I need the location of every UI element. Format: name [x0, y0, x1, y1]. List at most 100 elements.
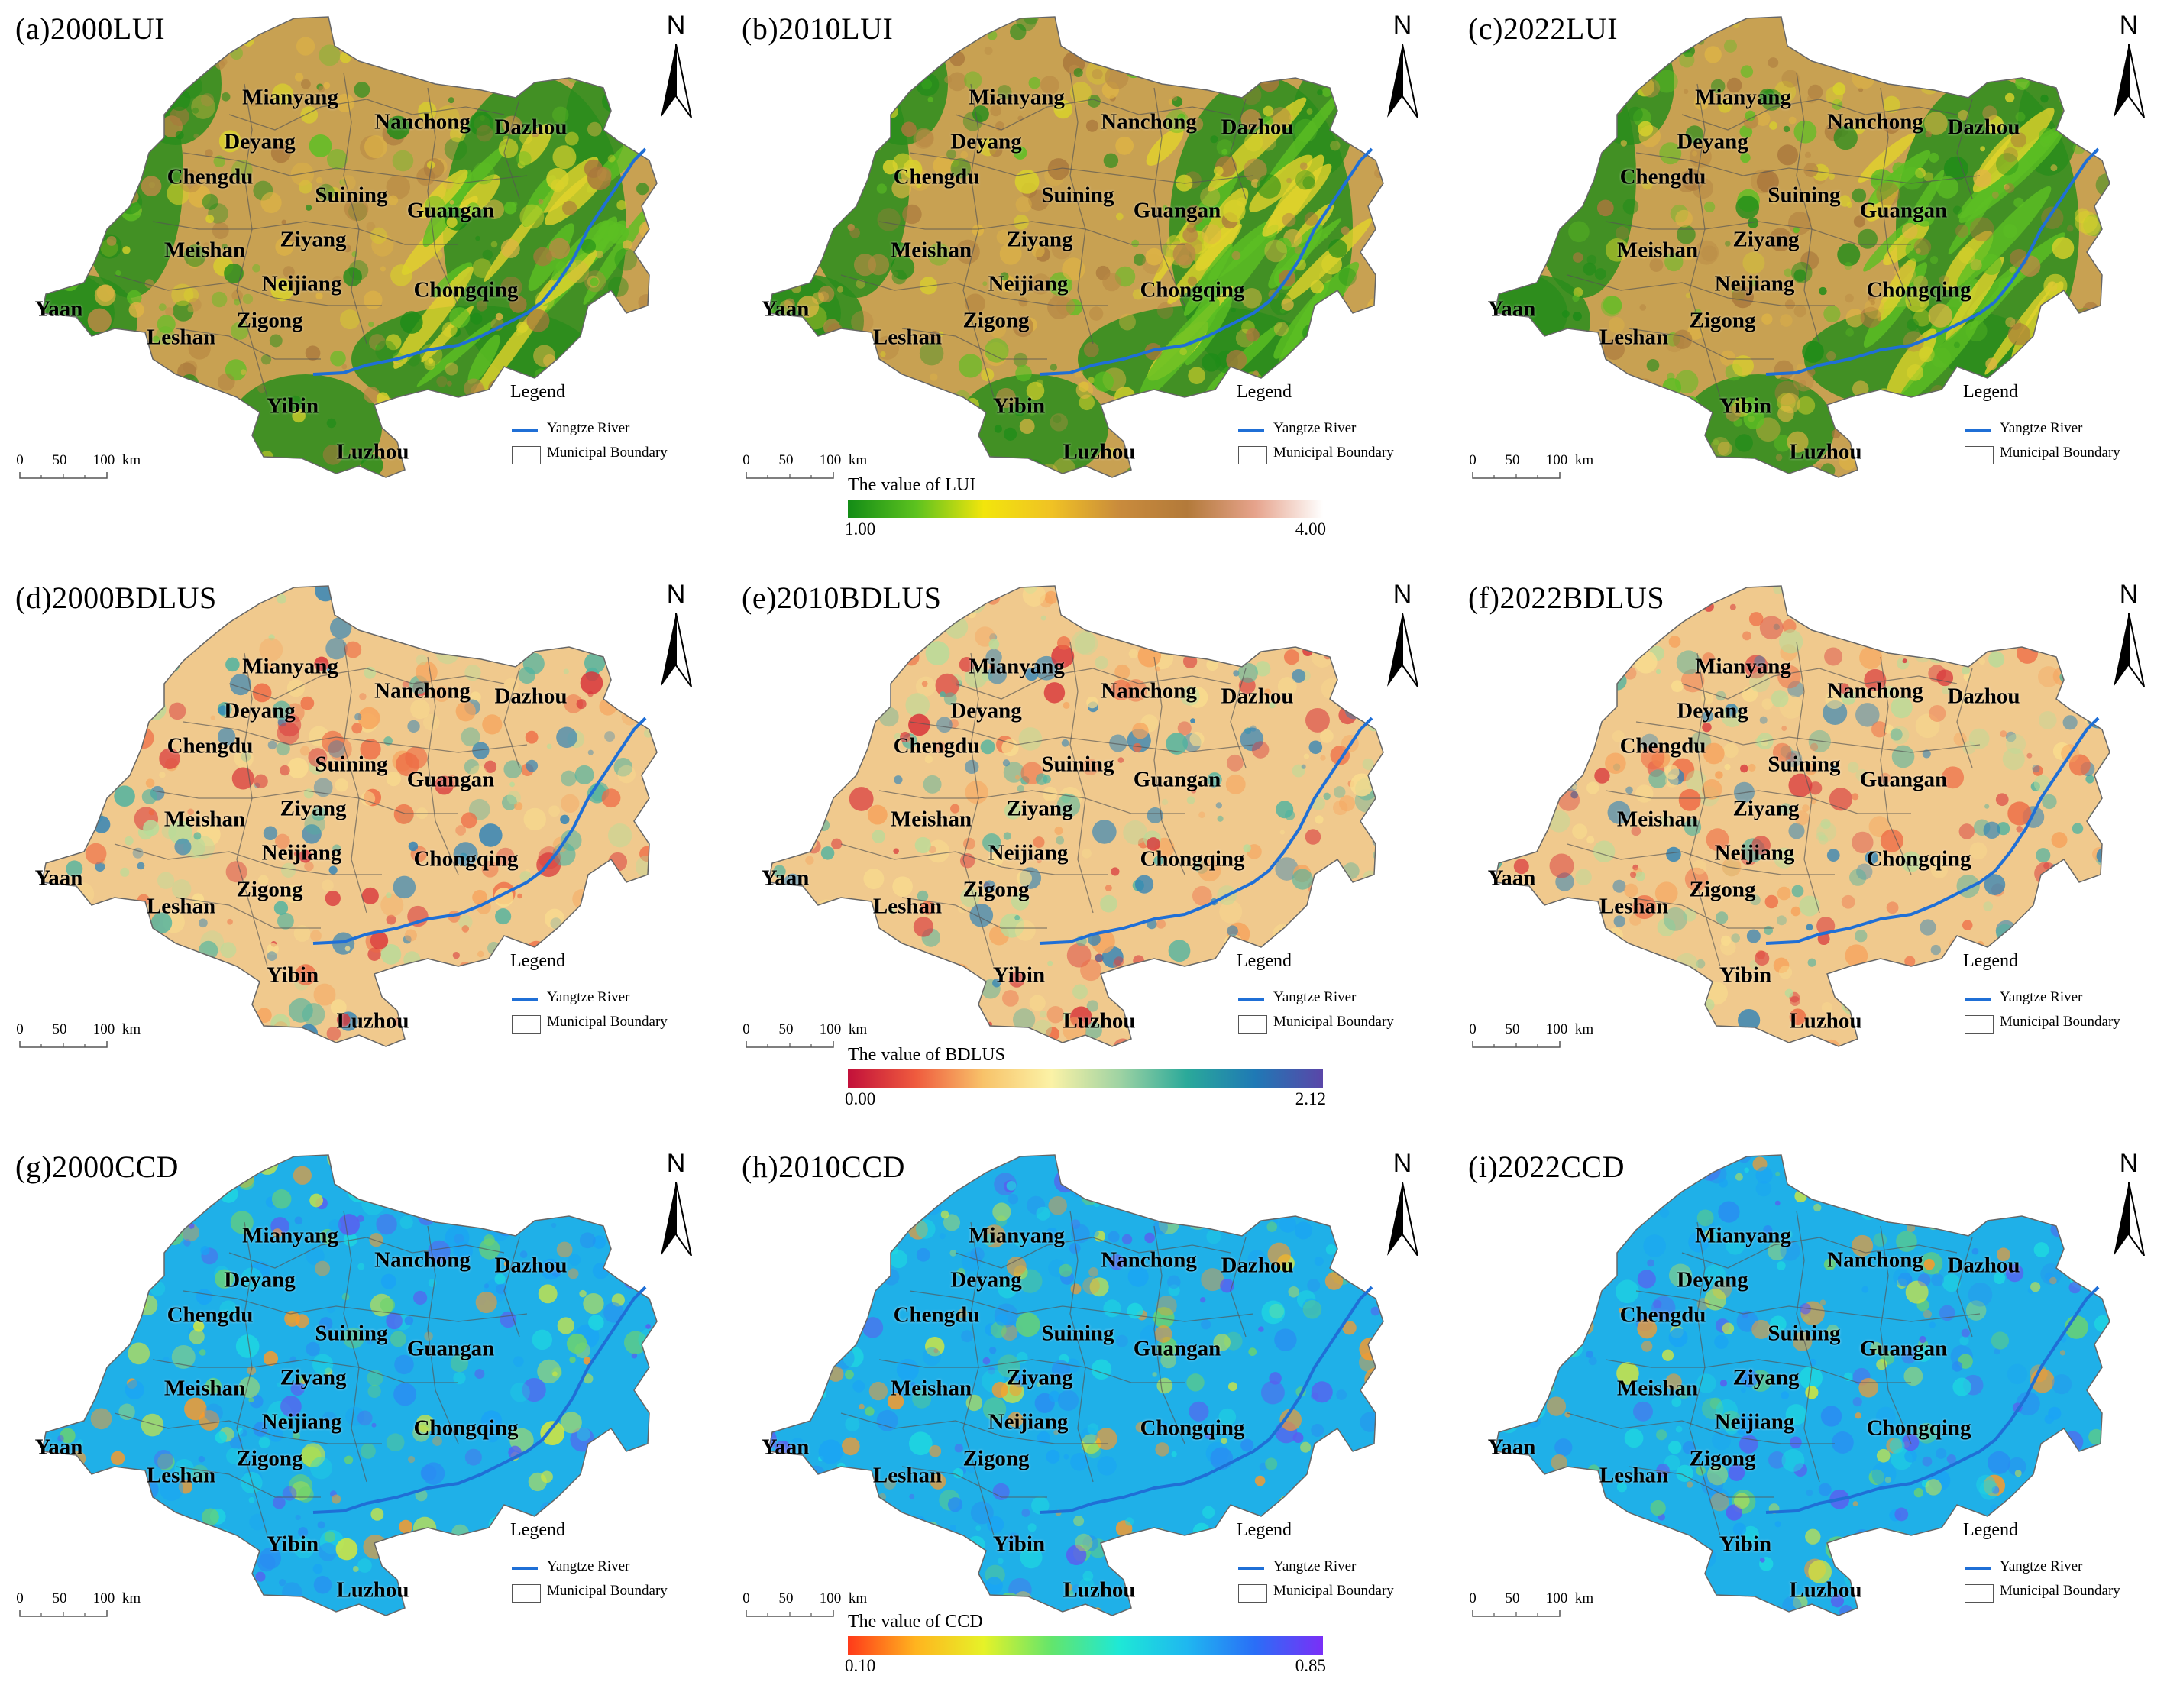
- legend-river-row: Yangtze River: [1965, 420, 2163, 438]
- legend-river-row: Yangtze River: [1238, 1558, 1437, 1577]
- city-label-suining: Suining: [315, 752, 388, 777]
- scale-label: km: [121, 1021, 141, 1037]
- city-label-leshan: Leshan: [1599, 894, 1669, 919]
- city-label-deyang: Deyang: [1677, 129, 1748, 154]
- map-panel-8: (h)2010CCD Mianyang Nanchong Dazhou Deyang Ch…: [726, 1138, 1453, 1707]
- city-label-suining: Suining: [315, 183, 388, 208]
- river-line-icon: [1238, 998, 1264, 1001]
- scale-label: 50: [52, 1021, 67, 1037]
- colorbar-title: The value of BDLUS: [848, 1045, 1005, 1065]
- city-label-mianyang: Mianyang: [1695, 85, 1791, 110]
- legend-river-row: Yangtze River: [512, 1558, 710, 1577]
- city-label-yibin: Yibin: [1719, 393, 1772, 419]
- legend-boundary-label: Municipal Boundary: [547, 445, 668, 461]
- city-label-chongqing: Chongqing: [413, 846, 519, 872]
- city-label-zigong: Zigong: [236, 308, 303, 333]
- river-line-icon: [512, 998, 538, 1001]
- city-label-neijiang: Neijiang: [261, 1409, 342, 1435]
- scale-bar: 0 50 100 km: [742, 1590, 881, 1629]
- legend-river-row: Yangtze River: [1238, 420, 1437, 438]
- city-label-meishan: Meishan: [163, 1376, 246, 1401]
- city-label-ziyang: Ziyang: [280, 796, 347, 821]
- city-label-guangan: Guangan: [1133, 767, 1221, 792]
- city-label-nanchong: Nanchong: [1827, 1247, 1923, 1273]
- city-label-yaan: Yaan: [34, 1435, 83, 1460]
- city-label-yibin: Yibin: [1719, 1532, 1772, 1557]
- city-label-dazhou: Dazhou: [494, 115, 568, 140]
- city-label-yaan: Yaan: [761, 865, 810, 891]
- city-label-guangan: Guangan: [1859, 198, 1948, 223]
- river-line-icon: [1965, 1567, 1991, 1570]
- legend-river-label: Yangtze River: [547, 420, 630, 436]
- map-panel-5: (e)2010BDLUS Mianyang Nanchong Dazhou Deyang…: [726, 569, 1453, 1138]
- city-label-guangan: Guangan: [1859, 1336, 1948, 1361]
- city-label-guangan: Guangan: [1859, 767, 1948, 792]
- city-label-deyang: Deyang: [224, 1267, 296, 1292]
- map-svg: [768, 585, 1384, 1047]
- city-label-guangan: Guangan: [406, 767, 495, 792]
- city-label-luzhou: Luzhou: [336, 439, 409, 464]
- city-label-suining: Suining: [1768, 752, 1841, 777]
- city-label-neijiang: Neijiang: [1714, 271, 1795, 296]
- legend-river-row: Yangtze River: [512, 420, 710, 438]
- municipal-boundaries: [1567, 1210, 1981, 1536]
- city-label-mianyang: Mianyang: [242, 85, 338, 110]
- scale-bar: 0 50 100 km: [742, 1021, 881, 1059]
- legend-boundary-label: Municipal Boundary: [2000, 445, 2120, 461]
- map-svg: [41, 585, 658, 1047]
- north-arrow-icon: N: [2106, 580, 2152, 687]
- city-label-chongqing: Chongqing: [1140, 846, 1245, 872]
- city-label-suining: Suining: [1768, 183, 1841, 208]
- city-label-meishan: Meishan: [1616, 807, 1699, 832]
- city-label-luzhou: Luzhou: [1063, 1008, 1136, 1034]
- city-label-luzhou: Luzhou: [336, 1008, 409, 1034]
- city-label-neijiang: Neijiang: [988, 271, 1069, 296]
- legend-boundary-label: Municipal Boundary: [2000, 1583, 2120, 1599]
- city-label-luzhou: Luzhou: [1789, 1577, 1862, 1603]
- boundary-box-icon: [1238, 446, 1267, 464]
- study-region: [42, 1155, 657, 1616]
- city-label-neijiang: Neijiang: [988, 1409, 1069, 1435]
- city-label-meishan: Meishan: [890, 238, 972, 263]
- city-label-suining: Suining: [1041, 752, 1114, 777]
- legend-title: Legend: [1237, 951, 1292, 971]
- scale-label: 50: [1505, 1021, 1520, 1037]
- scale-label: 50: [1505, 1590, 1520, 1606]
- yangtze-river: [312, 147, 647, 376]
- yangtze-river: [1765, 147, 2100, 376]
- city-label-neijiang: Neijiang: [261, 840, 342, 865]
- region-outline: [1494, 1154, 2110, 1616]
- map-legend: Legend Yangtze River Municipal Boundary: [1963, 1520, 2162, 1612]
- legend-river-row: Yangtze River: [1238, 989, 1437, 1008]
- panel-title: (i)2022CCD: [1468, 1150, 1625, 1184]
- yangtze-river: [1039, 1286, 1373, 1514]
- city-label-luzhou: Luzhou: [1063, 1577, 1136, 1603]
- yangtze-river: [1765, 717, 2100, 945]
- river-line-icon: [512, 429, 538, 432]
- scale-bar: 0 50 100 km: [16, 1021, 154, 1059]
- scale-label: 0: [742, 1021, 750, 1037]
- city-label-leshan: Leshan: [1599, 325, 1669, 350]
- scale-label: 100: [92, 1021, 115, 1037]
- city-label-chengdu: Chengdu: [893, 1302, 980, 1328]
- river-line-icon: [1238, 1567, 1264, 1570]
- city-label-guangan: Guangan: [406, 198, 495, 223]
- river-line-icon: [1965, 429, 1991, 432]
- region-outline: [1494, 585, 2110, 1047]
- boundary-box-icon: [1238, 1584, 1267, 1603]
- scale-label: 100: [1545, 1021, 1568, 1037]
- legend-boundary-label: Municipal Boundary: [2000, 1014, 2120, 1030]
- city-label-ziyang: Ziyang: [1732, 796, 1800, 821]
- scale-label: 50: [778, 1590, 794, 1606]
- map-svg: [41, 16, 658, 478]
- panel-title: (a)2000LUI: [15, 11, 166, 46]
- legend-river-label: Yangtze River: [547, 1558, 630, 1574]
- map-panel-3: (c)2022LUI Mianyang Nanchong Dazhou Deyang Ch…: [1453, 0, 2179, 569]
- city-label-yaan: Yaan: [761, 1435, 810, 1460]
- city-label-chengdu: Chengdu: [167, 733, 254, 759]
- region-outline: [41, 585, 658, 1047]
- city-label-mianyang: Mianyang: [1695, 1223, 1791, 1248]
- north-label: N: [1392, 11, 1412, 40]
- city-label-yibin: Yibin: [266, 1532, 319, 1557]
- map-legend: Legend Yangtze River Municipal Boundary: [1237, 382, 1435, 474]
